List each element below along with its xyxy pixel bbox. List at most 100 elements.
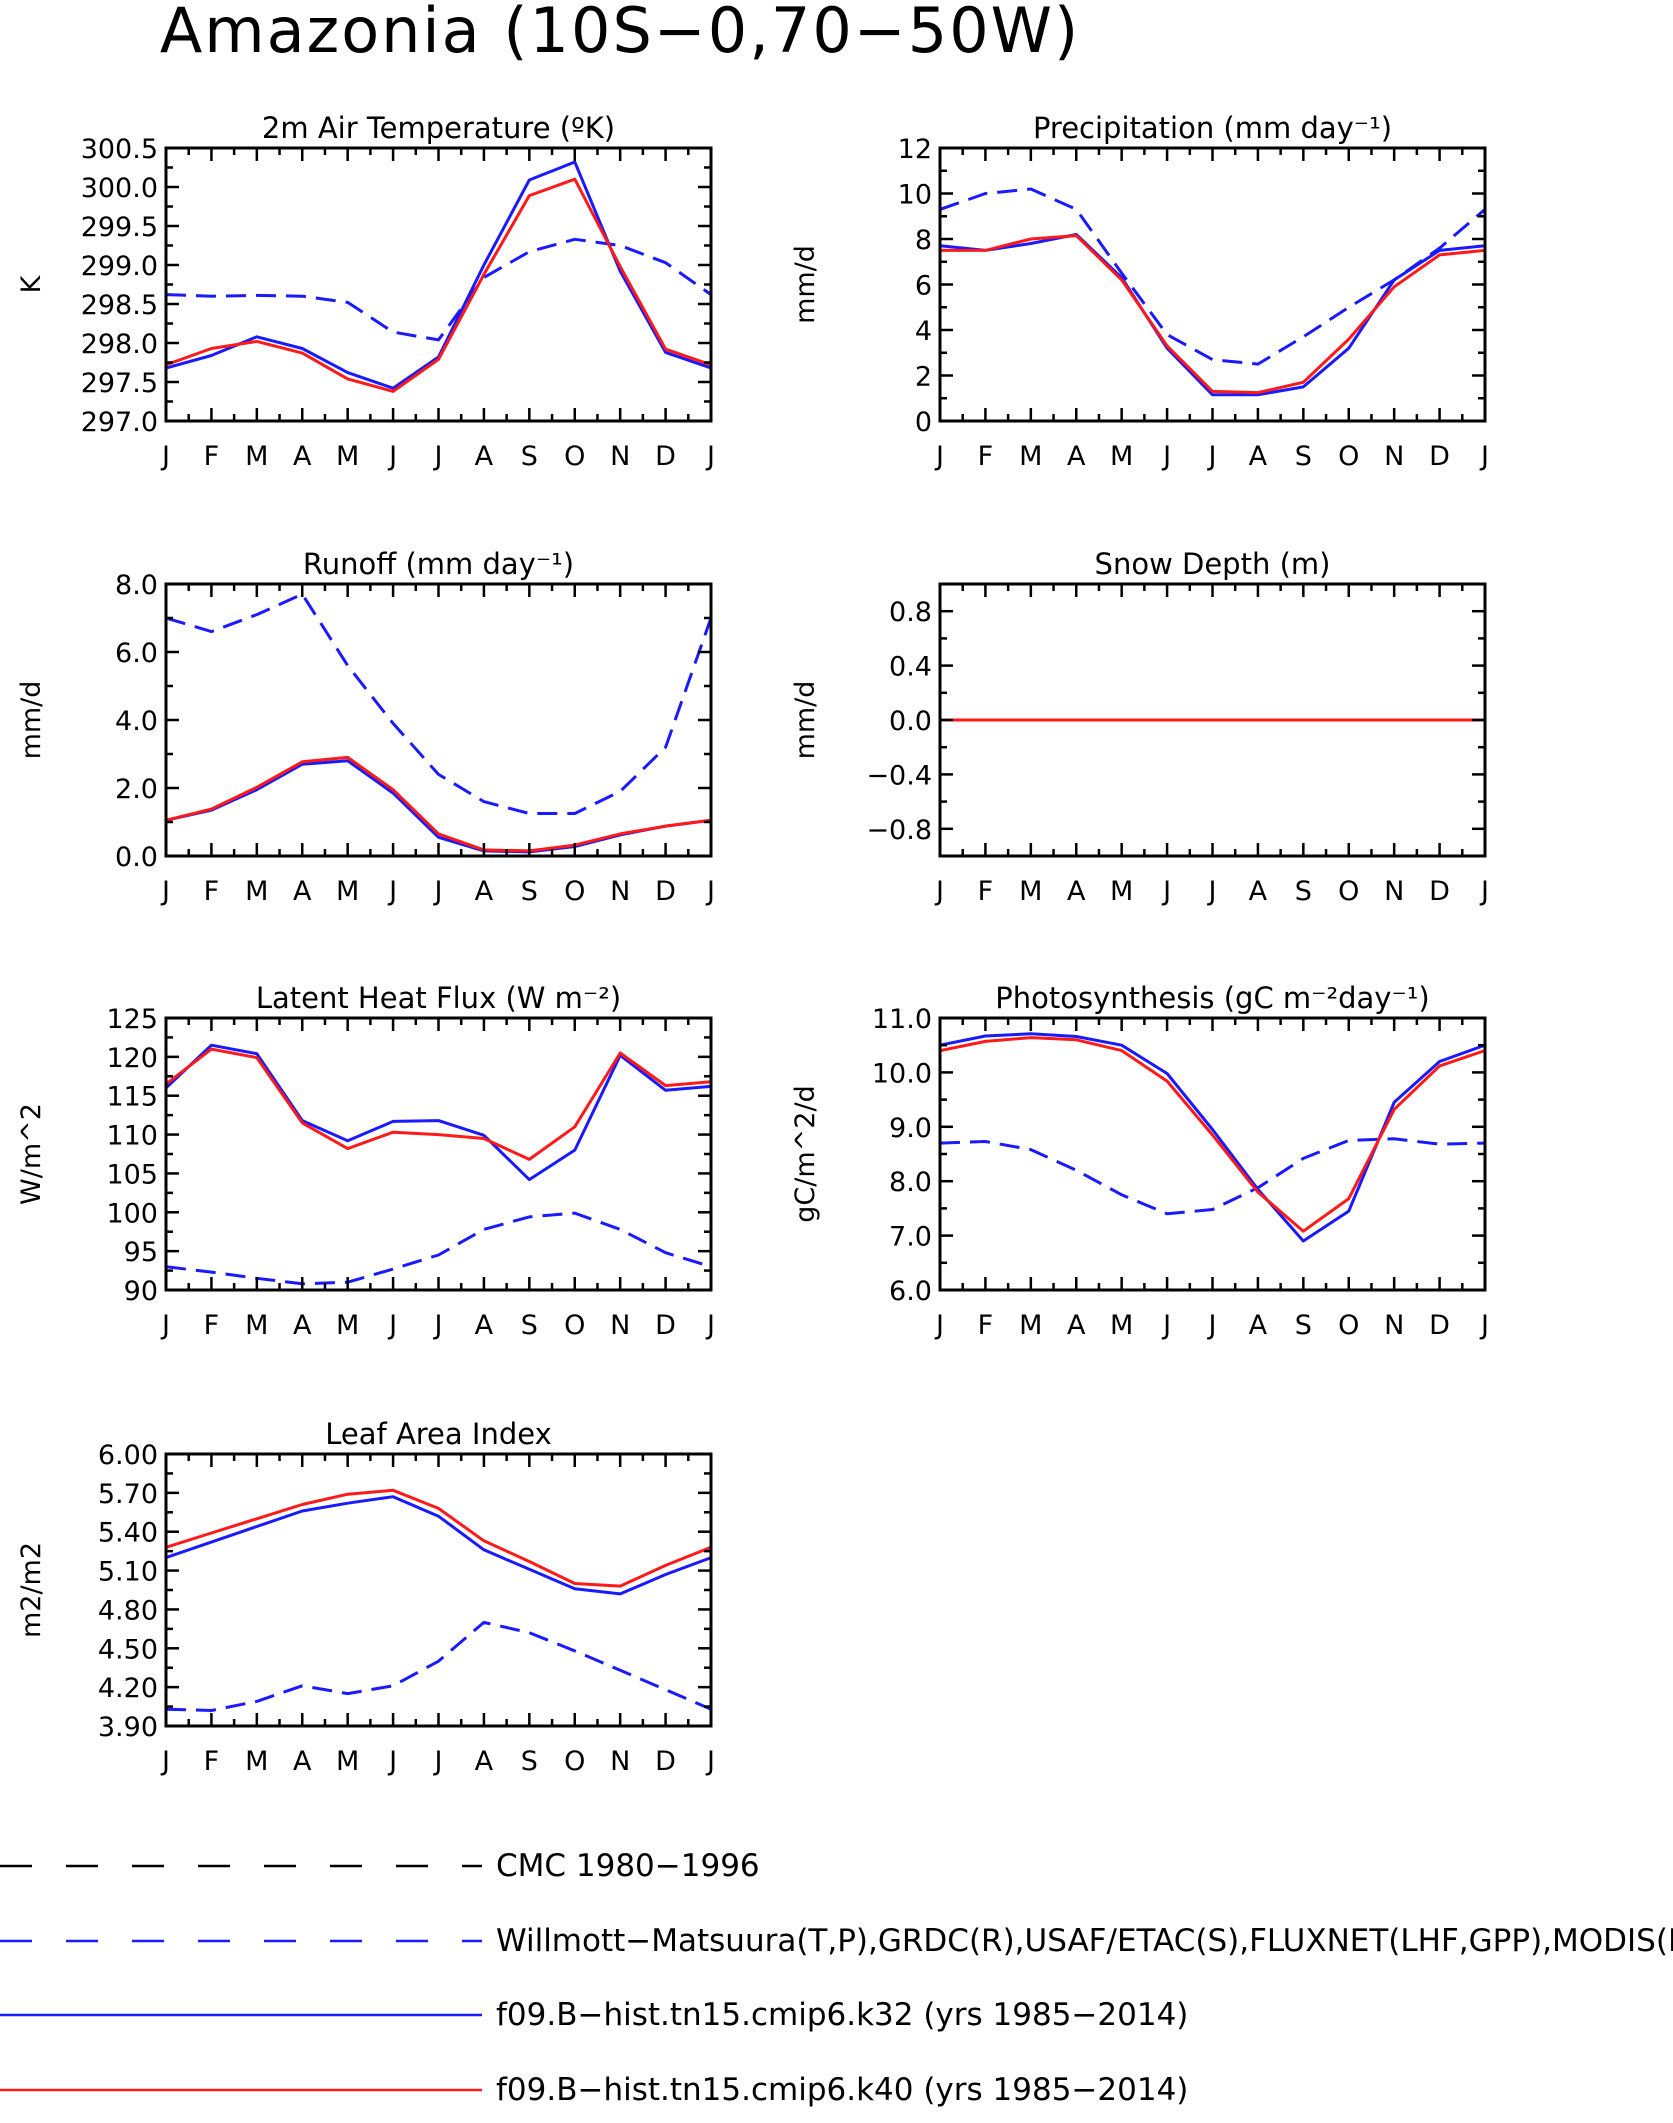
x-tick-label: O [1338,876,1359,907]
x-tick-label: A [293,1310,312,1341]
x-tick-label: J [1207,441,1217,472]
series-line-k40 [940,234,1485,395]
legend-item-4: f09.B−hist.tn15.cmip6.k40 (yrs 1985−2014… [0,2072,1188,2108]
x-tick-label: D [655,876,676,907]
series-line-obs [166,237,711,342]
y-tick-label: 95 [124,1237,158,1268]
y-axis-label: K [16,274,47,293]
y-tick-label: 115 [106,1082,158,1113]
series-line-k32 [166,160,711,390]
series-line-obs [940,187,1485,366]
x-tick-label: M [1110,1310,1133,1341]
x-tick-label: A [293,876,312,907]
x-tick-label: M [1019,441,1042,472]
y-tick-label: 299.0 [81,251,158,282]
y-tick-label: 6.0 [889,1276,932,1307]
series-line-k32 [940,1032,1485,1243]
x-tick-label: S [1295,876,1312,907]
series-line-k32 [166,1495,711,1596]
x-tick-label: J [705,1310,715,1341]
y-tick-label: 4.50 [98,1634,158,1665]
x-tick-label: J [1207,1310,1217,1341]
y-tick-label: 100 [106,1198,158,1229]
y-axis-label: W/m^2 [16,1103,47,1205]
legend-label: CMC 1980−1996 [496,1848,760,1884]
x-tick-label: J [433,876,443,907]
x-tick-label: N [1384,1310,1404,1341]
x-tick-label: D [655,1746,676,1777]
y-tick-label: 12 [898,134,932,165]
x-tick-label: J [1479,441,1489,472]
x-tick-label: S [521,876,538,907]
x-tick-label: J [433,1746,443,1777]
series-line-k40 [940,1036,1485,1233]
x-tick-label: A [1067,441,1086,472]
y-tick-label: 4.80 [98,1595,158,1626]
x-tick-label: J [705,441,715,472]
legend-item-1: CMC 1980−1996 [0,1848,760,1884]
y-tick-label: 2.0 [115,774,158,805]
x-tick-label: M [1019,1310,1042,1341]
x-tick-label: J [1161,876,1171,907]
x-tick-label: M [1110,876,1133,907]
y-tick-label: 0.0 [115,842,158,873]
panel-title: Latent Heat Flux (W m⁻²) [256,981,621,1015]
legend-item-3: f09.B−hist.tn15.cmip6.k32 (yrs 1985−2014… [0,1997,1188,2033]
x-tick-label: J [160,1310,170,1341]
panels: J F M A M J J A S O N D J297.0297.5298.0298.5299.029… [16,111,1489,1777]
y-tick-label: 3.90 [98,1712,158,1743]
x-tick-label: J [160,1746,170,1777]
y-tick-label: 6.00 [98,1440,158,1471]
y-tick-label: 5.40 [98,1518,158,1549]
x-tick-label: S [521,1746,538,1777]
x-tick-label: N [610,1746,630,1777]
series-line-k32 [166,1043,711,1182]
x-tick-label: M [336,876,359,907]
x-tick-label: F [204,1746,220,1777]
x-tick-label: F [204,441,220,472]
x-tick-label: J [934,441,944,472]
x-tick-label: M [1110,441,1133,472]
x-tick-label: O [1338,1310,1359,1341]
y-tick-label: 5.70 [98,1479,158,1510]
y-tick-label: 125 [106,1004,158,1035]
x-tick-label: J [433,441,443,472]
series-line-k40 [166,177,711,393]
chart-panel-7: J F M A M J J A S O N D J3.904.204.504.805.105.405.7… [16,1417,715,1777]
x-tick-label: A [1067,1310,1086,1341]
x-tick-label: F [978,1310,994,1341]
y-tick-label: 9.0 [889,1113,932,1144]
x-tick-label: J [387,1746,397,1777]
chart-panel-6: J F M A M J J A S O N D J6.07.08.09.010.011.0Photosy… [790,981,1489,1341]
x-tick-label: S [521,441,538,472]
y-tick-label: 2 [915,362,932,393]
x-tick-label: M [245,1310,268,1341]
plot-frame [164,582,713,858]
y-tick-label: 4.20 [98,1673,158,1704]
y-axis-label: mm/d [790,245,821,324]
y-tick-label: 298.5 [81,290,158,321]
y-tick-label: 8.0 [115,570,158,601]
x-tick-label: D [655,441,676,472]
legend-item-2: Willmott−Matsuura(T,P),GRDC(R),USAF/ETAC… [0,1923,1673,1959]
y-tick-label: 105 [106,1159,158,1190]
y-tick-label: 5.10 [98,1557,158,1588]
y-tick-label: 6 [915,271,932,302]
x-tick-label: M [245,1746,268,1777]
y-tick-label: 0.0 [889,706,932,737]
y-axis-label: mm/d [16,681,47,760]
chart-panel-5: J F M A M J J A S O N D J9095100105110115120125Laten… [16,981,715,1341]
series-line-obs [166,1620,711,1712]
x-tick-label: J [160,441,170,472]
y-tick-label: 300.5 [81,134,158,165]
y-tick-label: 10.0 [872,1058,932,1089]
legend-label: f09.B−hist.tn15.cmip6.k32 (yrs 1985−2014… [496,1997,1188,2033]
series-line-obs [940,1137,1485,1216]
series-line-k32 [940,233,1485,397]
y-tick-label: −0.4 [866,760,932,791]
legend: CMC 1980−1996 Willmott−Matsuura(T,P),GRDC… [0,1848,1673,2108]
y-tick-label: 4.0 [115,706,158,737]
x-tick-label: M [336,441,359,472]
